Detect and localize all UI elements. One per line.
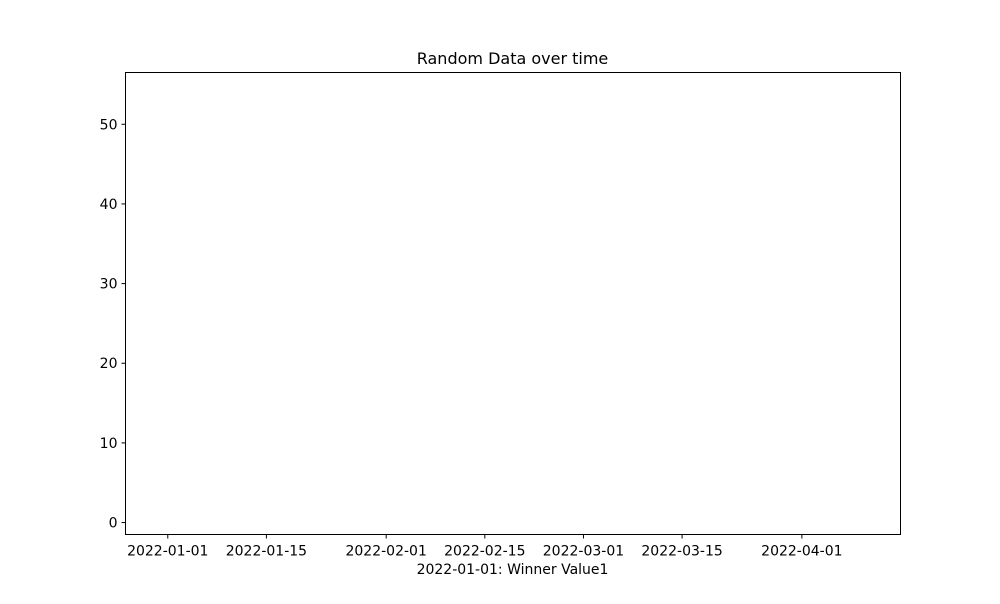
chart-title: Random Data over time <box>417 49 609 68</box>
y-axis: 0 10 20 30 40 50 <box>100 117 126 532</box>
x-axis: 2022-01-01 2022-01-15 2022-02-01 2022-02-15… <box>127 534 843 560</box>
y-tick-label: 30 <box>100 277 118 293</box>
plot-area-frame <box>125 72 901 535</box>
x-tick-label: 2022-03-01 <box>543 544 624 560</box>
x-tick-label: 2022-01-01 <box>127 544 208 560</box>
x-tick-label: 2022-02-01 <box>345 544 426 560</box>
x-tick-label: 2022-04-01 <box>761 544 842 560</box>
x-tick-label: 2022-02-15 <box>444 544 525 560</box>
x-tick-label: 2022-03-15 <box>641 544 722 560</box>
x-tick-label: 2022-01-15 <box>226 544 307 560</box>
y-tick-label: 40 <box>100 197 118 213</box>
y-tick-label: 20 <box>100 356 118 372</box>
y-tick-label: 0 <box>109 516 118 532</box>
x-axis-label: 2022-01-01: Winner Value1 <box>417 562 609 578</box>
y-tick-label: 50 <box>100 117 118 133</box>
y-tick-label: 10 <box>100 436 118 452</box>
